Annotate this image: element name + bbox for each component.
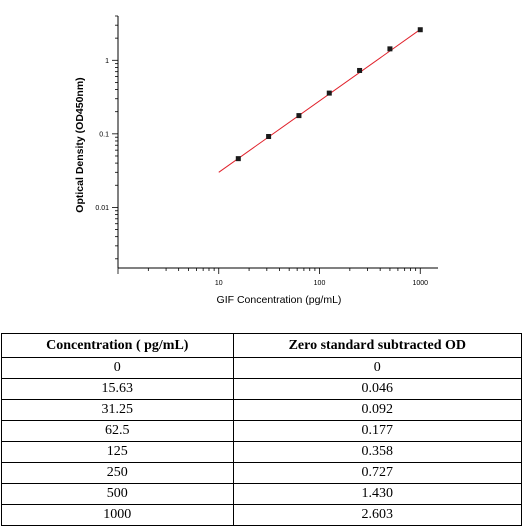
table-header-row: Concentration ( pg/mL) Zero standard sub… [1,333,523,358]
y-tick-label: 1 [105,58,109,65]
concentration-cell: 125 [1,441,234,463]
table-row: 125 0.358 [1,441,523,463]
od-cell: 0 [232,357,523,379]
table-row: 250 0.727 [1,462,523,484]
concentration-cell: 0 [1,357,234,379]
od-cell: 2.603 [232,504,523,526]
data-point [235,156,241,162]
data-point [357,67,363,73]
od-cell: 0.727 [232,462,523,484]
x-axis-label: GIF Concentration (pg/mL) [217,294,342,306]
table-row: 62.5 0.177 [1,420,523,442]
concentration-cell: 62.5 [1,420,234,442]
x-tick-label: 100 [314,280,326,287]
y-tick-label: 0.1 [99,131,109,138]
column-header-concentration: Concentration ( pg/mL) [1,333,234,358]
data-points [235,27,423,162]
od-cell: 0.092 [232,399,523,421]
data-point [266,134,272,140]
data-point [387,46,393,52]
standard-curve-chart: 0.01 0.1 1 10 100 1000 GIF Concentration (pg/… [74,15,438,306]
standard-data-table: Concentration ( pg/mL) Zero standard sub… [1,333,523,526]
chart-axes [117,16,438,269]
data-point [326,90,332,96]
table-row: 1000 2.603 [1,504,523,526]
table-row: 500 1.430 [1,483,523,505]
x-tick-label: 10 [215,280,223,287]
x-tick-label: 1000 [412,280,428,287]
concentration-cell: 250 [1,462,234,484]
concentration-cell: 500 [1,483,234,505]
fit-line [218,27,423,173]
od-cell: 1.430 [232,483,523,505]
concentration-cell: 31.25 [1,399,234,421]
fit-line-group [218,27,423,173]
y-axis-label: Optical Density (OD450nm) [74,77,86,212]
table-row: 15.63 0.046 [1,378,523,400]
chart-ticks: 0.01 0.1 1 10 100 1000 [95,15,428,287]
od-cell: 0.046 [232,378,523,400]
data-point [296,113,302,119]
od-cell: 0.177 [232,420,523,442]
y-tick-label: 0.01 [95,205,109,212]
concentration-cell: 1000 [1,504,234,526]
column-header-od: Zero standard subtracted OD [232,333,523,358]
data-point [417,27,423,33]
table-row: 31.25 0.092 [1,399,523,421]
od-cell: 0.358 [232,441,523,463]
concentration-cell: 15.63 [1,378,234,400]
